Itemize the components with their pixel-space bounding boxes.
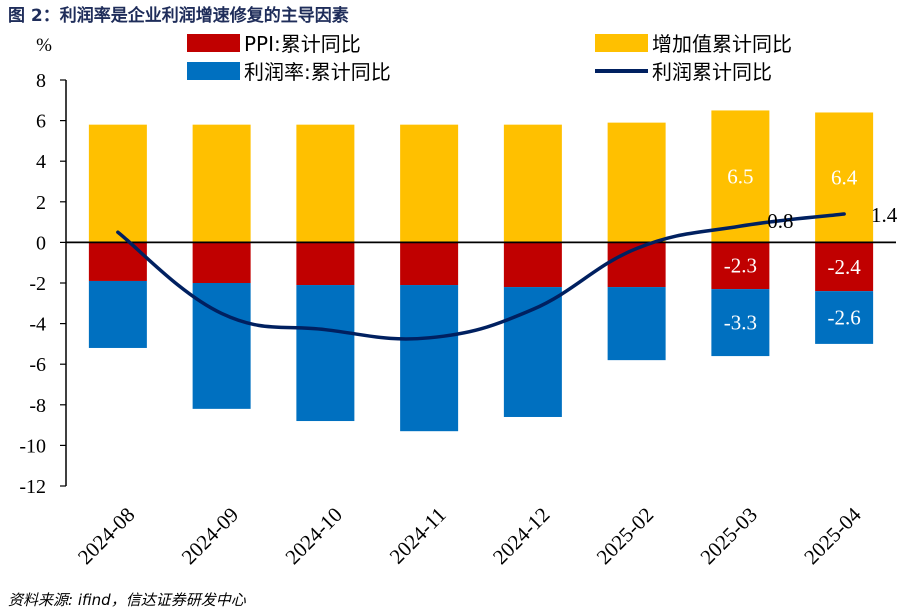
y-tick-label: -2 xyxy=(29,273,46,295)
x-tick-label: 2024-08 xyxy=(73,503,139,569)
x-tick-label: 2025-02 xyxy=(592,503,658,569)
bar-value-added-2025-04 xyxy=(815,112,874,243)
bar-profit-margin-2024-10 xyxy=(296,285,355,422)
data-labels: 6.5 -2.3 -3.3 0.8 6.4 -2.4 -2.6 1.4 xyxy=(724,164,898,334)
bars-layer xyxy=(88,110,874,432)
y-tick-label: 0 xyxy=(36,232,46,254)
label-ppi-2025-04: -2.4 xyxy=(828,255,862,279)
chart-title: 图 2：利润率是企业利润增速修复的主导因素 xyxy=(8,5,349,26)
bar-ppi-2024-11 xyxy=(400,242,459,286)
bar-ppi-2024-09 xyxy=(192,242,251,283)
x-tick-label: 2025-03 xyxy=(695,503,761,569)
bar-value-added-2025-03 xyxy=(711,110,770,243)
bar-profit-margin-2024-08 xyxy=(88,280,147,348)
y-tick-label: -8 xyxy=(29,395,46,417)
y-tick-label: 2 xyxy=(36,192,46,214)
bar-profit-margin-2025-03 xyxy=(711,289,770,357)
legend-label-1: 增加值累计同比 xyxy=(652,32,792,56)
y-tick-label: -4 xyxy=(29,314,46,336)
x-tick-label: 2024-10 xyxy=(280,503,346,569)
legend-label-0: PPI:累计同比 xyxy=(244,32,361,56)
bar-ppi-2025-04 xyxy=(815,242,874,292)
label-profit-margin-2025-04: -2.6 xyxy=(828,306,861,330)
label-profit-line-2025-04: 1.4 xyxy=(871,203,898,227)
y-tick-label: 4 xyxy=(36,151,46,173)
label-ppi-2025-03: -2.3 xyxy=(724,254,757,278)
x-tick-label: 2024-09 xyxy=(177,503,243,569)
legend-label-2: 利润率:累计同比 xyxy=(244,60,391,84)
y-axis: -12 -10 -8 -6 -4 -2 0 2 4 6 8 xyxy=(19,70,67,498)
bar-value-added-2025-02 xyxy=(607,122,666,243)
bar-profit-margin-2025-02 xyxy=(607,287,666,361)
bar-ppi-2024-12 xyxy=(503,242,562,288)
legend-swatch-1 xyxy=(595,34,648,52)
y-axis-unit: % xyxy=(36,35,52,56)
label-value-added-2025-03: 6.5 xyxy=(727,164,753,188)
x-tick-label: 2024-12 xyxy=(488,503,554,569)
x-tick-label: 2024-11 xyxy=(385,503,451,569)
legend-label-3: 利润累计同比 xyxy=(652,60,772,84)
label-profit-margin-2025-03: -3.3 xyxy=(724,311,757,335)
line-profit-cumulative-yoy xyxy=(116,212,846,341)
y-tick-label: -12 xyxy=(19,476,46,498)
y-tick-label: 6 xyxy=(36,111,46,133)
y-tick-label: -6 xyxy=(29,354,46,376)
bar-profit-margin-2024-12 xyxy=(503,287,562,417)
line-layer xyxy=(116,212,846,341)
bar-ppi-2024-10 xyxy=(296,242,355,286)
label-profit-line-2025-03: 0.8 xyxy=(767,209,793,233)
label-value-added-2025-04: 6.4 xyxy=(831,165,858,189)
bar-value-added-2024-12 xyxy=(503,124,562,243)
bar-value-added-2024-10 xyxy=(296,124,355,243)
x-axis: 2024-08 2024-09 2024-10 2024-11 2024-12 2025-… xyxy=(66,241,896,569)
x-tick-label: 2025-04 xyxy=(799,502,866,569)
bar-value-added-2024-11 xyxy=(400,124,459,243)
bar-value-added-2024-08 xyxy=(88,124,147,243)
bar-value-added-2024-09 xyxy=(192,124,251,243)
legend-swatch-0 xyxy=(187,34,240,52)
y-tick-label: -10 xyxy=(19,435,46,457)
bar-profit-margin-2025-04 xyxy=(815,291,874,344)
source-note: 资料来源: ifind，信达证券研发中心 xyxy=(8,591,247,609)
y-tick-label: 8 xyxy=(36,70,46,92)
legend-swatch-2 xyxy=(187,62,240,80)
bar-profit-margin-2024-11 xyxy=(400,285,459,432)
bar-ppi-2025-03 xyxy=(711,242,770,290)
